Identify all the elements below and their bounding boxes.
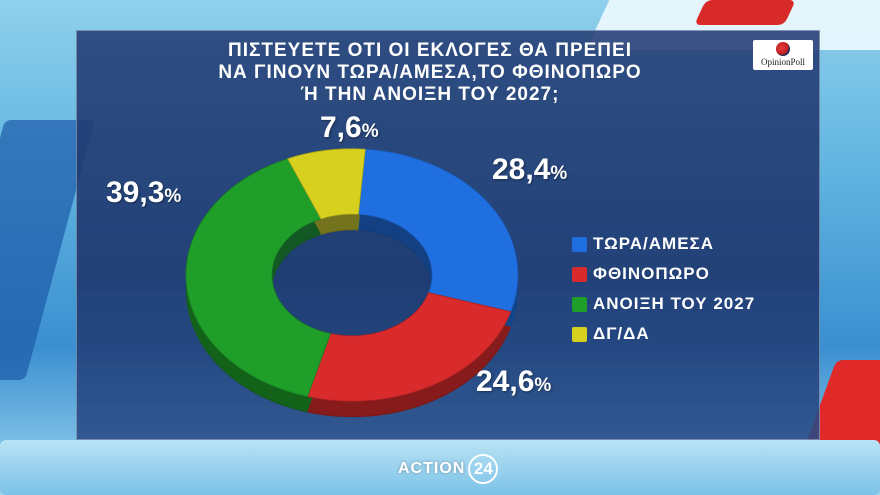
- legend-item: ΤΩΡΑ/ΑΜΕΣΑ: [572, 229, 755, 259]
- legend-item: ΑΝΟΙΞΗ ΤΟΥ 2027: [572, 289, 755, 319]
- legend-swatch: [572, 296, 587, 312]
- donut-hole: [272, 214, 432, 336]
- legend-swatch: [572, 236, 587, 252]
- chart-legend: ΤΩΡΑ/ΑΜΕΣΑ ΦΘΙΝΟΠΩΡΟ ΑΝΟΙΞΗ ΤΟΥ 2027 ΔΓ/…: [572, 229, 755, 349]
- background-floor: [0, 440, 880, 495]
- slice-spring-2027: [185, 158, 332, 397]
- channel-name: ACTION: [398, 460, 466, 477]
- slice-autumn: [306, 292, 512, 402]
- legend-item: ΔΓ/ΔΑ: [572, 319, 755, 349]
- logo-text: OpinionPoll: [760, 57, 805, 67]
- opinionpoll-logo: OpinionPoll: [753, 40, 813, 70]
- channel-number: 24: [468, 454, 499, 484]
- legend-swatch: [572, 266, 587, 282]
- chart-title: ΠΙΣΤΕΥΕΤΕ ΟΤΙ ΟΙ ΕΚΛΟΓΕΣ ΘΑ ΠΡΕΠΕΙ ΝΑ ΓΙ…: [150, 40, 710, 106]
- slice-label-dk-na: 7,6%: [320, 111, 379, 144]
- title-line: ΠΙΣΤΕΥΕΤΕ ΟΤΙ ΟΙ ΕΚΛΟΓΕΣ ΘΑ ΠΡΕΠΕΙ: [228, 40, 632, 61]
- legend-label: ΤΩΡΑ/ΑΜΕΣΑ: [593, 234, 715, 253]
- slice-label-autumn: 24,6%: [476, 365, 552, 398]
- legend-swatch: [572, 326, 587, 342]
- title-line: ΝΑ ΓΙΝΟΥΝ ΤΩΡΑ/ΑΜΕΣΑ,ΤΟ ΦΘΙΝΟΠΩΡΟ: [218, 62, 642, 83]
- slice-label-now: 28,4%: [492, 153, 568, 186]
- slice-dk-na: [287, 148, 366, 220]
- legend-label: ΑΝΟΙΞΗ ΤΟΥ 2027: [593, 294, 756, 313]
- title-line: Ή ΤΗΝ ΑΝΟΙΞΗ ΤΟΥ 2027;: [300, 84, 560, 105]
- slice-now: [357, 148, 519, 313]
- channel-logo: ACTION 24: [398, 452, 499, 486]
- logo-circle-icon: [776, 42, 790, 56]
- slice-label-spring-2027: 39,3%: [106, 176, 182, 209]
- legend-label: ΦΘΙΝΟΠΩΡΟ: [593, 264, 710, 283]
- legend-label: ΔΓ/ΔΑ: [593, 324, 650, 343]
- legend-item: ΦΘΙΝΟΠΩΡΟ: [572, 259, 755, 289]
